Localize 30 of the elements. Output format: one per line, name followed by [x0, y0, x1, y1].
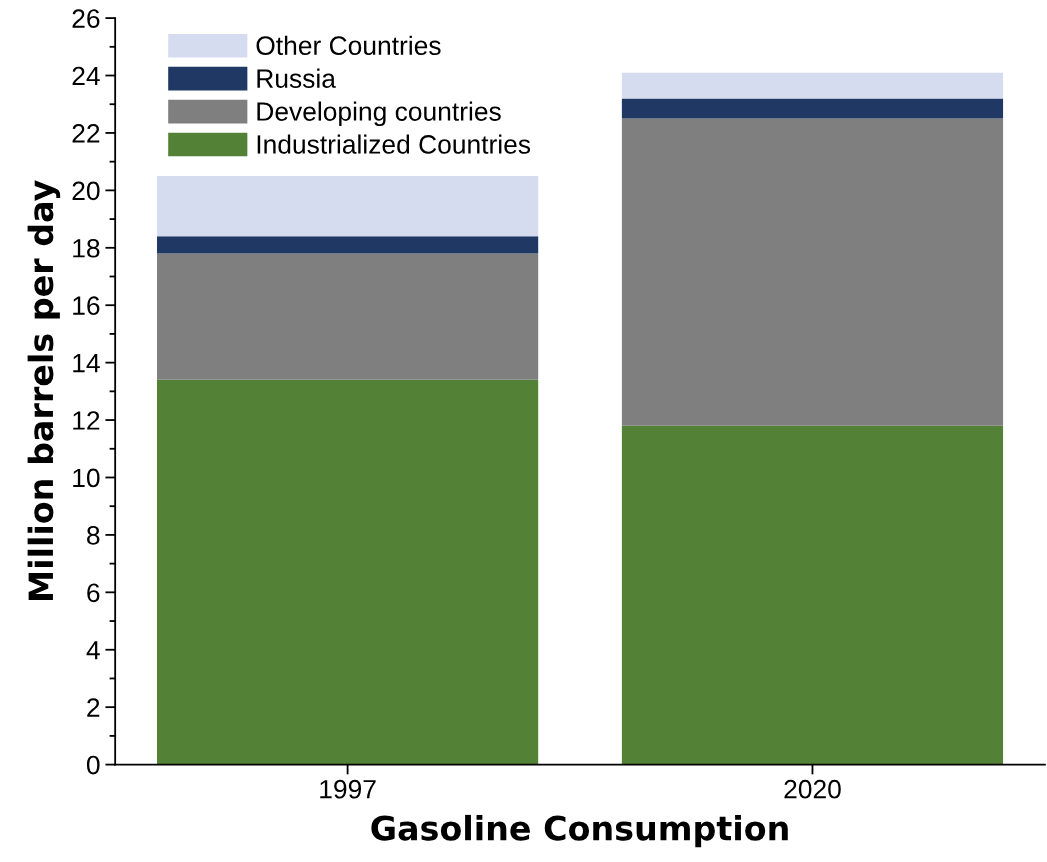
bar	[621, 118, 1004, 426]
y-tick-label: 22	[72, 124, 100, 143]
y-axis-title: Million barrels per day	[27, 180, 61, 600]
legend-label: Russia	[257, 68, 336, 88]
y-tick-label: 8	[87, 526, 100, 545]
y-tick-label: 10	[73, 468, 100, 488]
y-tick-label: 14	[73, 354, 100, 373]
y-tick-label: 16	[73, 296, 100, 316]
bar	[157, 379, 539, 765]
x-tick-label: 2020	[784, 779, 841, 799]
y-tick-label: 18	[73, 238, 100, 258]
y-tick-label: 26	[72, 9, 100, 28]
y-tick-label: 2	[87, 698, 100, 717]
y-tick-label: 6	[87, 583, 100, 603]
y-tick-label: 12	[73, 411, 100, 430]
bar	[157, 253, 539, 380]
bar	[621, 425, 1004, 765]
y-tick-label: 20	[72, 181, 100, 201]
bar	[621, 72, 1004, 99]
y-tick-label: 0	[86, 755, 100, 775]
x-tick-label: 1997	[320, 779, 376, 799]
bar	[157, 176, 539, 237]
bar	[621, 98, 1004, 119]
legend-label: Industrialized Countries	[257, 134, 531, 154]
legend-label: Developing countries	[257, 101, 501, 127]
y-tick-label: 4	[86, 641, 100, 660]
y-tick-label: 24	[72, 66, 100, 86]
legend-label: Other Countries	[256, 35, 441, 56]
bar	[157, 236, 539, 254]
x-axis-title: Gasoline Consumption	[371, 814, 788, 848]
